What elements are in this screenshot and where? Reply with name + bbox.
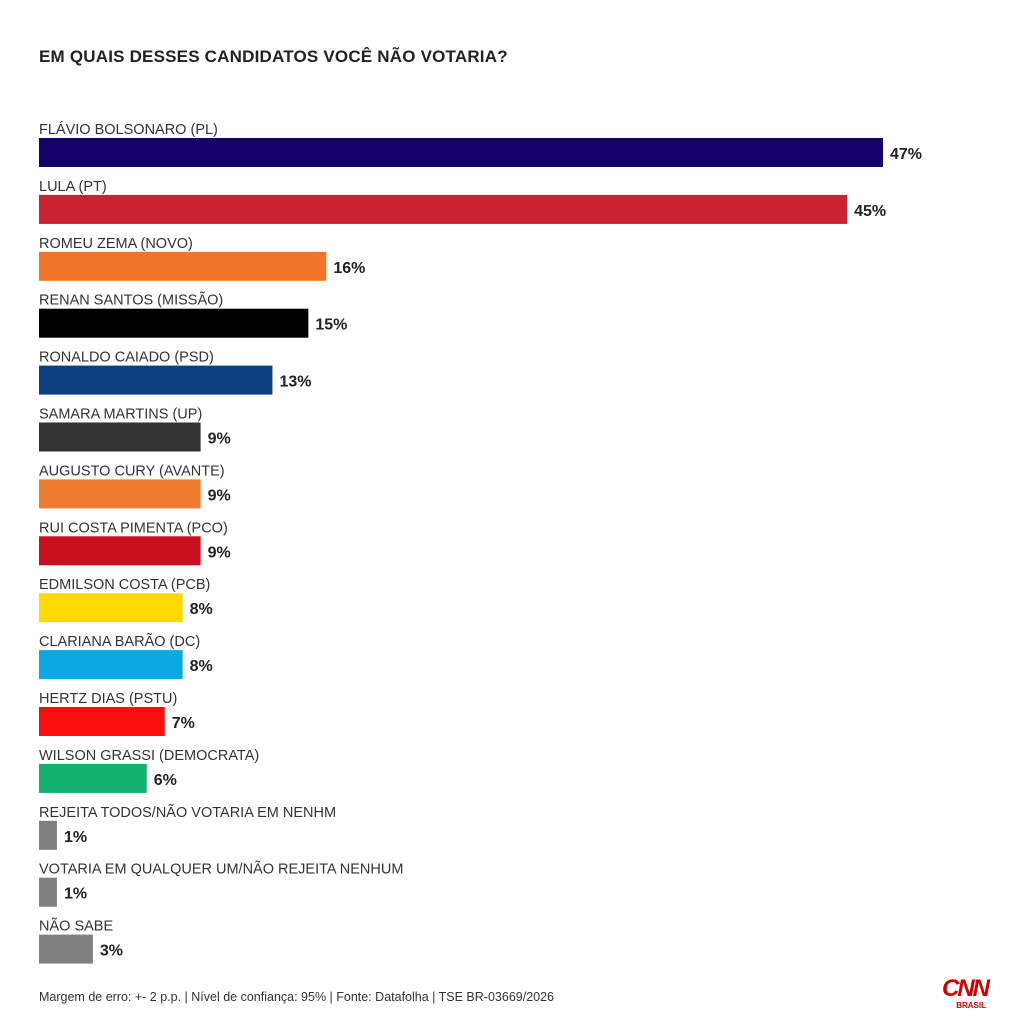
bar [39,138,883,167]
bar-chart: FLÁVIO BOLSONARO (PL) 47% LULA (PT) 45% ROME… [39,121,922,964]
value-label: 8% [190,601,213,618]
value-label: 7% [172,715,195,732]
category-label: NÃO SABE [39,918,113,935]
bar [39,194,848,224]
bar [39,934,93,964]
bar [39,877,57,907]
value-label: 9% [208,544,231,561]
category-label: RUI COSTA PIMENTA (PCO) [39,520,228,536]
bar [39,763,147,793]
value-label: 9% [208,431,231,448]
value-label: 15% [315,317,347,334]
bar [39,251,327,281]
bar [39,308,309,338]
bar [39,593,183,623]
value-label: 45% [854,203,886,220]
value-label: 1% [64,829,87,846]
category-label: HERTZ DIAS (PSTU) [39,691,177,707]
logo-sub-text: BRASIL [956,1001,986,1010]
bar [39,707,165,736]
value-label: 16% [333,260,365,277]
category-label: VOTARIA EM QUALQUER UM/NÃO REJEITA NENHU… [39,861,403,878]
bar [39,536,201,566]
bar [39,820,57,850]
category-label: ROMEU ZEMA (NOVO) [39,236,193,252]
category-label: CLARIANA BARÃO (DC) [39,633,200,650]
value-label: 1% [64,886,87,903]
value-label: 6% [154,772,177,789]
category-label: REJEITA TODOS/NÃO VOTARIA EM NENHM [39,804,336,821]
category-label: WILSON GRASSI (DEMOCRATA) [39,748,259,764]
logo-main-text: CNN [942,975,990,1002]
chart-title: EM QUAIS DESSES CANDIDATOS VOCÊ NÃO VOTA… [39,47,508,66]
value-label: 9% [208,487,231,504]
bar [39,422,201,452]
cnn-brasil-logo: CNN BRASIL [940,977,990,1013]
category-label: SAMARA MARTINS (UP) [39,407,202,423]
bar [39,650,183,680]
value-label: 3% [100,943,123,960]
category-label: EDMILSON COSTA (PCB) [39,577,210,593]
bar [39,479,201,509]
category-label: RENAN SANTOS (MISSÃO) [39,292,223,309]
value-label: 8% [190,658,213,675]
bar [39,365,273,395]
category-label: RONALDO CAIADO (PSD) [39,350,214,366]
chart-footer-note: Margem de erro: +- 2 p.p. | Nível de con… [39,990,555,1004]
category-label: FLÁVIO BOLSONARO (PL) [39,121,218,138]
value-label: 13% [279,374,311,391]
category-label: AUGUSTO CURY (AVANTE) [39,463,225,479]
value-label: 47% [890,146,922,163]
category-label: LULA (PT) [39,179,107,195]
